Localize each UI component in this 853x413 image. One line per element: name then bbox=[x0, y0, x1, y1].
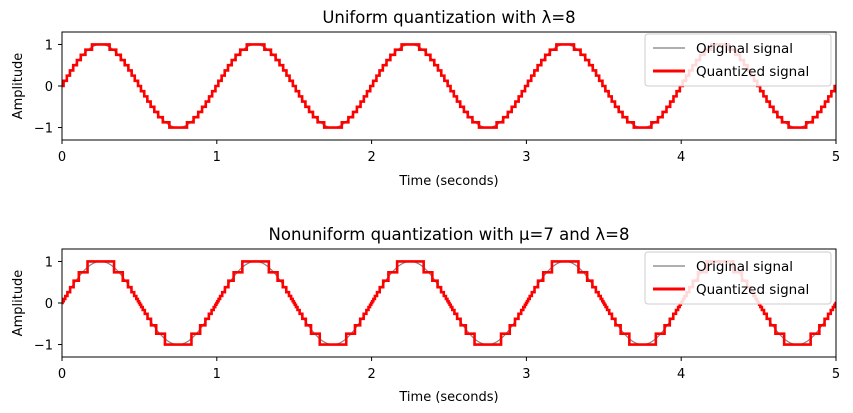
subplot-uniform: Uniform quantization with λ=8 0 1 2 3 4 … bbox=[11, 8, 840, 189]
legend: Original signal Quantized signal bbox=[644, 33, 832, 87]
x-axis-label: Time (seconds) bbox=[398, 174, 498, 189]
x-tick-label: 2 bbox=[367, 150, 375, 165]
x-tick-label: 5 bbox=[832, 150, 840, 165]
subplot-nonuniform: Nonuniform quantization with μ=7 and λ=8… bbox=[11, 225, 840, 405]
legend: Original signal Quantized signal bbox=[644, 251, 832, 305]
y-tick-label: −1 bbox=[34, 122, 53, 137]
x-axis-label: Time (seconds) bbox=[398, 390, 498, 405]
y-axis-label: Amplitude bbox=[11, 53, 26, 120]
y-tick-label: 0 bbox=[45, 80, 53, 95]
legend-label-original: Original signal bbox=[696, 41, 793, 57]
legend-box bbox=[644, 251, 832, 305]
x-tick-label: 1 bbox=[213, 367, 221, 382]
y-ticks: −1 0 1 bbox=[34, 38, 53, 136]
y-tick-label: −1 bbox=[34, 339, 53, 354]
legend-label-quantized: Quantized signal bbox=[696, 64, 809, 80]
x-tick-label: 2 bbox=[367, 367, 375, 382]
x-tick-label: 5 bbox=[832, 367, 840, 382]
y-ticks: −1 0 1 bbox=[34, 255, 53, 353]
x-ticks: 0 1 2 3 4 5 bbox=[58, 150, 840, 165]
y-tick-label: 1 bbox=[45, 255, 53, 270]
legend-box bbox=[644, 33, 832, 87]
x-tick-label: 0 bbox=[58, 150, 66, 165]
legend-label-quantized: Quantized signal bbox=[696, 282, 809, 298]
x-tick-label: 1 bbox=[213, 150, 221, 165]
y-tick-label: 1 bbox=[45, 38, 53, 53]
x-tick-label: 3 bbox=[522, 150, 530, 165]
legend-label-original: Original signal bbox=[696, 259, 793, 275]
x-tick-label: 0 bbox=[58, 367, 66, 382]
chart-title: Uniform quantization with λ=8 bbox=[322, 8, 575, 27]
x-ticks: 0 1 2 3 4 5 bbox=[58, 367, 840, 382]
y-tick-label: 0 bbox=[45, 297, 53, 312]
y-axis-label: Amplitude bbox=[11, 270, 26, 337]
x-tick-label: 3 bbox=[522, 367, 530, 382]
chart-title: Nonuniform quantization with μ=7 and λ=8 bbox=[269, 225, 630, 244]
x-tick-label: 4 bbox=[677, 150, 685, 165]
x-tick-label: 4 bbox=[677, 367, 685, 382]
